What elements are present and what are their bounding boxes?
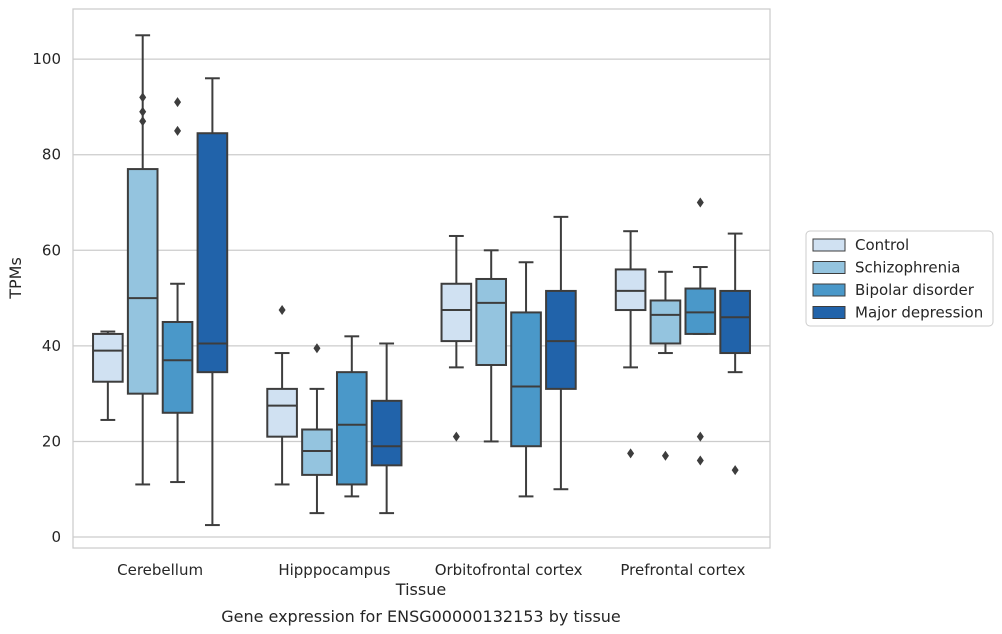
box-iqr — [510, 311, 542, 448]
box-cerebellum — [92, 330, 124, 421]
box-orbitofrontal-cortex — [475, 249, 508, 443]
outlier-point — [139, 116, 147, 127]
outlier-point — [627, 448, 635, 459]
series-bipolar-disorder — [161, 97, 717, 498]
box-groups — [92, 34, 751, 527]
series-major-depression — [196, 77, 751, 527]
y-tick-label: 60 — [42, 241, 61, 259]
outlier-point — [661, 450, 669, 461]
outlier-point — [696, 455, 704, 466]
box-orbitofrontal-cortex — [440, 234, 473, 442]
y-tick-label: 100 — [32, 50, 61, 68]
x-axis-label: Tissue — [395, 580, 446, 599]
box-iqr — [545, 289, 577, 390]
box-iqr — [335, 371, 368, 486]
box-hipppocampus — [370, 342, 403, 515]
legend-swatch — [812, 283, 846, 297]
box-orbitofrontal-cortex — [510, 261, 542, 498]
box-iqr — [126, 168, 159, 395]
y-tick-label: 40 — [42, 337, 61, 355]
y-tick-label: 20 — [42, 432, 61, 450]
legend-label: Bipolar disorder — [855, 281, 975, 299]
box-iqr — [440, 282, 473, 343]
y-axis-label: TPMs — [6, 257, 25, 300]
box-prefrontal-cortex — [684, 197, 717, 466]
legend-frame — [805, 230, 994, 327]
box-prefrontal-cortex — [614, 230, 647, 459]
outlier-point — [139, 92, 147, 103]
box-iqr — [301, 428, 333, 476]
legend-item: Schizophrenia — [812, 259, 960, 277]
x-tick-label: Prefrontal cortex — [620, 561, 745, 579]
x-tick-label: Hipppocampus — [278, 561, 390, 579]
outlier-point — [313, 343, 321, 354]
outlier-point — [696, 197, 704, 208]
legend-swatch — [812, 306, 846, 319]
box-cerebellum — [161, 97, 194, 484]
series-schizophrenia — [126, 34, 682, 515]
x-tick-label: Cerebellum — [117, 561, 203, 579]
legend-label: Control — [855, 236, 909, 254]
y-tick-label: 0 — [51, 528, 61, 546]
box-prefrontal-cortex — [719, 232, 751, 476]
legend-swatch — [812, 238, 846, 252]
y-tick-label: 80 — [42, 146, 61, 164]
box-hipppocampus — [301, 343, 333, 515]
legend-item: Control — [812, 236, 909, 254]
x-tick-label: Orbitofrontal cortex — [435, 561, 583, 579]
legend: Control Schizophrenia Bipolar disorder Majo… — [805, 230, 994, 327]
box-orbitofrontal-cortex — [545, 215, 577, 491]
x-axis-ticks: Cerebellum Hipppocampus Orbitofrontal cort… — [117, 561, 745, 579]
plot-area-frame — [72, 8, 771, 549]
box-iqr — [266, 387, 298, 438]
box-iqr — [719, 289, 751, 355]
box-hipppocampus — [266, 305, 298, 486]
series-control — [92, 230, 647, 486]
box-prefrontal-cortex — [649, 270, 682, 461]
outlier-point — [278, 305, 286, 316]
box-iqr — [92, 332, 124, 383]
box-iqr — [614, 268, 647, 312]
box-cerebellum — [196, 77, 229, 527]
box-cerebellum — [126, 34, 159, 486]
box-iqr — [684, 287, 717, 335]
legend-label: Schizophrenia — [855, 259, 960, 277]
legend-item: Major depression — [812, 304, 983, 322]
outlier-point — [452, 431, 460, 442]
outlier-point — [696, 431, 704, 442]
outlier-point — [731, 465, 739, 476]
box-iqr — [475, 277, 508, 366]
box-hipppocampus — [335, 335, 368, 498]
box-iqr — [370, 399, 403, 467]
legend-item: Bipolar disorder — [812, 281, 975, 299]
outlier-point — [174, 97, 182, 108]
legend-swatch — [812, 261, 846, 274]
outlier-point — [139, 106, 147, 117]
box-iqr — [196, 132, 229, 374]
legend-label: Major depression — [855, 304, 983, 322]
box-iqr — [161, 320, 194, 414]
chart-caption: Gene expression for ENSG00000132153 by t… — [221, 607, 621, 626]
y-axis-ticks: 0 20 40 60 80 100 — [32, 50, 61, 546]
outlier-point — [174, 125, 182, 136]
box-iqr — [649, 299, 682, 345]
